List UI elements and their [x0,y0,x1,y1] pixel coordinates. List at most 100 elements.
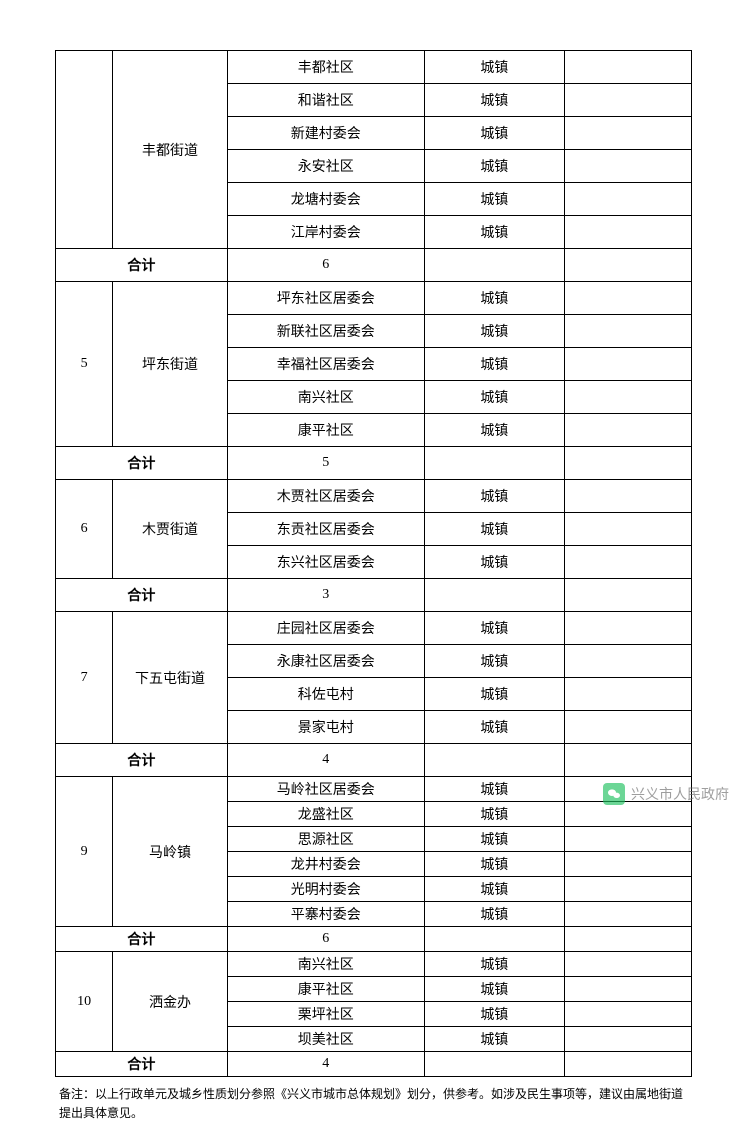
name-cell: 光明村委会 [227,877,424,902]
district-cell: 洒金办 [113,952,227,1052]
subtotal-value: 6 [227,927,424,952]
note-cell [564,315,691,348]
type-cell: 城镇 [424,381,564,414]
note-cell [564,952,691,977]
name-cell: 科佐屯村 [227,678,424,711]
name-cell: 丰都社区 [227,51,424,84]
note-cell [564,977,691,1002]
note-cell [564,1002,691,1027]
name-cell: 江岸村委会 [227,216,424,249]
subtotal-value: 4 [227,1052,424,1077]
name-cell: 新建村委会 [227,117,424,150]
name-cell: 和谐社区 [227,84,424,117]
type-cell: 城镇 [424,777,564,802]
empty-cell [424,249,564,282]
name-cell: 龙井村委会 [227,852,424,877]
type-cell: 城镇 [424,282,564,315]
name-cell: 永安社区 [227,150,424,183]
note-cell [564,852,691,877]
table-row: 5坪东街道坪东社区居委会城镇 [56,282,692,315]
note-cell [564,711,691,744]
index-cell: 7 [56,612,113,744]
note-cell [564,513,691,546]
type-cell: 城镇 [424,414,564,447]
subtotal-value: 4 [227,744,424,777]
subtotal-label: 合计 [56,249,228,282]
type-cell: 城镇 [424,84,564,117]
type-cell: 城镇 [424,877,564,902]
name-cell: 马岭社区居委会 [227,777,424,802]
note-cell [564,348,691,381]
subtotal-label: 合计 [56,744,228,777]
type-cell: 城镇 [424,480,564,513]
name-cell: 木贾社区居委会 [227,480,424,513]
empty-cell [564,744,691,777]
type-cell: 城镇 [424,150,564,183]
subtotal-label: 合计 [56,579,228,612]
watermark-text: 兴义市人民政府 [631,784,729,804]
name-cell: 幸福社区居委会 [227,348,424,381]
type-cell: 城镇 [424,645,564,678]
type-cell: 城镇 [424,612,564,645]
wechat-icon [603,783,625,805]
note-cell [564,877,691,902]
note-cell [564,183,691,216]
type-cell: 城镇 [424,117,564,150]
name-cell: 思源社区 [227,827,424,852]
subtotal-label: 合计 [56,447,228,480]
name-cell: 新联社区居委会 [227,315,424,348]
index-cell [56,51,113,249]
type-cell: 城镇 [424,183,564,216]
table-row: 9马岭镇马岭社区居委会城镇 [56,777,692,802]
name-cell: 永康社区居委会 [227,645,424,678]
type-cell: 城镇 [424,852,564,877]
table-row: 丰都街道丰都社区城镇 [56,51,692,84]
name-cell: 坝美社区 [227,1027,424,1052]
subtotal-value: 6 [227,249,424,282]
note-cell [564,414,691,447]
subtotal-row: 合计3 [56,579,692,612]
index-cell: 5 [56,282,113,447]
subtotal-row: 合计4 [56,1052,692,1077]
note-cell [564,84,691,117]
district-table: 丰都街道丰都社区城镇和谐社区城镇新建村委会城镇永安社区城镇龙塘村委会城镇江岸村委… [55,50,692,1077]
subtotal-row: 合计6 [56,249,692,282]
type-cell: 城镇 [424,348,564,381]
district-cell: 木贾街道 [113,480,227,579]
note-cell [564,480,691,513]
district-cell: 下五屯街道 [113,612,227,744]
index-cell: 10 [56,952,113,1052]
subtotal-row: 合计4 [56,744,692,777]
note-cell [564,802,691,827]
note-cell [564,150,691,183]
empty-cell [564,447,691,480]
index-cell: 9 [56,777,113,927]
empty-cell [424,447,564,480]
name-cell: 龙塘村委会 [227,183,424,216]
type-cell: 城镇 [424,902,564,927]
index-cell: 6 [56,480,113,579]
empty-cell [424,579,564,612]
note-cell [564,902,691,927]
empty-cell [424,1052,564,1077]
type-cell: 城镇 [424,1027,564,1052]
district-cell: 坪东街道 [113,282,227,447]
type-cell: 城镇 [424,711,564,744]
table-row: 6木贾街道木贾社区居委会城镇 [56,480,692,513]
empty-cell [564,927,691,952]
name-cell: 栗坪社区 [227,1002,424,1027]
type-cell: 城镇 [424,513,564,546]
note-cell [564,612,691,645]
subtotal-row: 合计5 [56,447,692,480]
type-cell: 城镇 [424,315,564,348]
type-cell: 城镇 [424,51,564,84]
table-row: 7下五屯街道庄园社区居委会城镇 [56,612,692,645]
subtotal-value: 5 [227,447,424,480]
type-cell: 城镇 [424,678,564,711]
name-cell: 坪东社区居委会 [227,282,424,315]
note-cell [564,678,691,711]
note-cell [564,546,691,579]
subtotal-label: 合计 [56,927,228,952]
empty-cell [564,249,691,282]
name-cell: 南兴社区 [227,381,424,414]
